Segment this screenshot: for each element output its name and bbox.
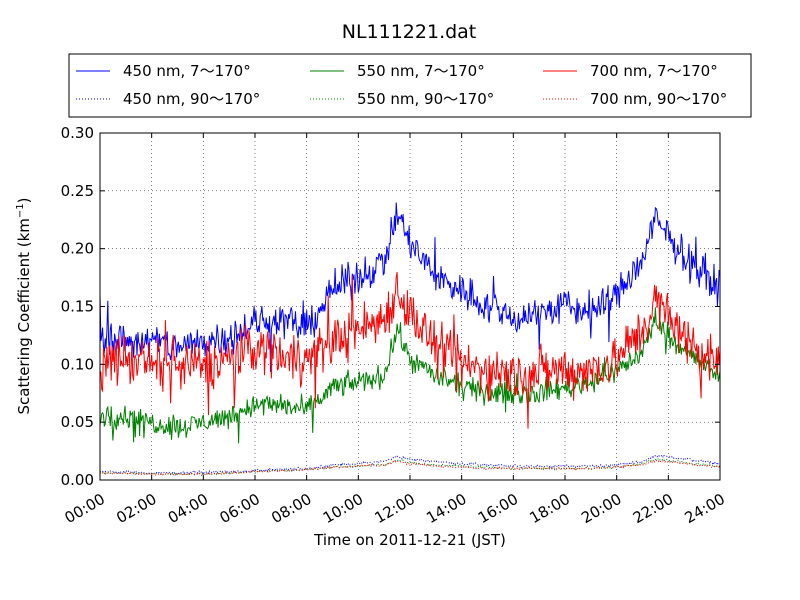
- y-axis-label: Scattering Coefficient (km−1): [15, 197, 33, 414]
- legend-label: 450 nm, 7～170°: [123, 62, 251, 80]
- series-line: [100, 272, 720, 429]
- y-tick-label: 0.20: [61, 240, 94, 258]
- series-line: [100, 458, 720, 477]
- legend-label: 700 nm, 7～170°: [590, 62, 718, 80]
- legend-label: 450 nm, 90～170°: [123, 90, 260, 108]
- legend-label: 700 nm, 90～170°: [590, 90, 727, 108]
- x-tick-label: 14:00: [423, 490, 469, 527]
- x-tick-label: 10:00: [320, 490, 366, 527]
- chart-title: NL111221.dat: [342, 21, 477, 43]
- x-tick-label: 00:00: [62, 490, 108, 527]
- y-tick-label: 0.30: [61, 124, 94, 142]
- y-axis-label-close: ): [15, 197, 33, 203]
- x-tick-label: 16:00: [475, 490, 521, 527]
- legend: 450 nm, 7～170° 450 nm, 90～170° 550 nm, 7～1…: [68, 53, 752, 118]
- y-tick-label: 0.10: [61, 355, 94, 373]
- data-series: [100, 202, 720, 477]
- y-tick-label: 0.15: [61, 298, 94, 316]
- grid-lines: [100, 133, 720, 480]
- x-tick-label: 22:00: [630, 490, 676, 527]
- legend-label: 550 nm, 7～170°: [357, 62, 485, 80]
- y-axis-label-main: Scattering Coefficient (km: [15, 218, 33, 414]
- series-line: [100, 202, 720, 372]
- x-tick-label: 06:00: [217, 490, 263, 527]
- y-tick-label: 0.05: [61, 413, 94, 431]
- x-tick-label: 04:00: [165, 490, 211, 527]
- legend-box: [68, 53, 752, 118]
- x-tick-label: 08:00: [268, 490, 314, 527]
- y-axis-label-exponent: −1: [15, 203, 26, 218]
- x-tick-label: 12:00: [372, 490, 418, 527]
- y-tick-label: 0.00: [61, 471, 94, 489]
- x-axis-label: Time on 2011-12-21 (JST): [313, 531, 506, 549]
- legend-label: 550 nm, 90～170°: [357, 90, 494, 108]
- x-tick-label: 02:00: [113, 490, 159, 527]
- x-tick-label: 24:00: [682, 490, 728, 527]
- y-tick-label: 0.25: [61, 182, 94, 200]
- x-tick-label: 20:00: [578, 490, 624, 527]
- x-tick-label: 18:00: [527, 490, 573, 527]
- series-line: [100, 454, 720, 476]
